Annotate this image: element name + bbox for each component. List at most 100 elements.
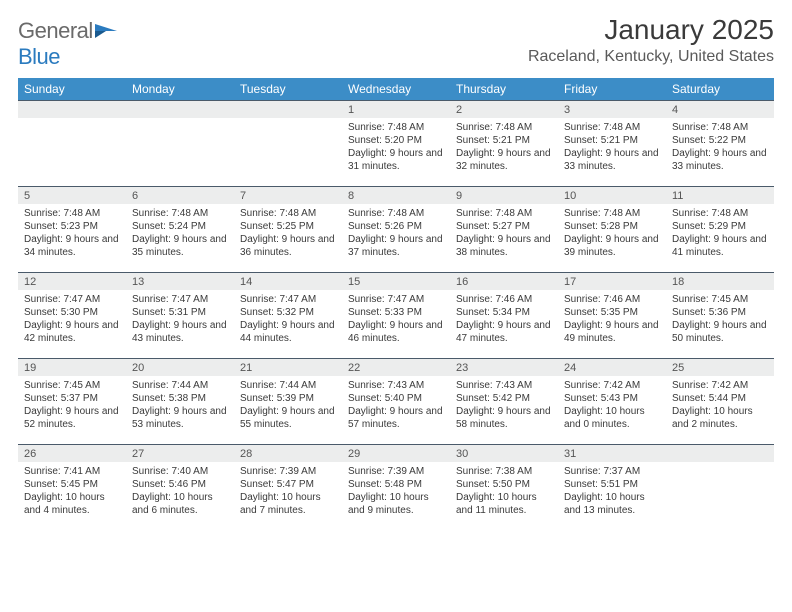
calendar-day-cell: 16Sunrise: 7:46 AMSunset: 5:34 PMDayligh… bbox=[450, 272, 558, 358]
daylight-line: Daylight: 9 hours and 35 minutes. bbox=[132, 233, 228, 259]
daylight-line: Daylight: 9 hours and 44 minutes. bbox=[240, 319, 336, 345]
day-details: Sunrise: 7:43 AMSunset: 5:42 PMDaylight:… bbox=[450, 376, 558, 435]
day-number-strip: 10 bbox=[558, 186, 666, 204]
day-number-strip: 17 bbox=[558, 272, 666, 290]
day-details: Sunrise: 7:47 AMSunset: 5:32 PMDaylight:… bbox=[234, 290, 342, 349]
calendar-day-cell: 29Sunrise: 7:39 AMSunset: 5:48 PMDayligh… bbox=[342, 444, 450, 530]
daylight-line: Daylight: 9 hours and 32 minutes. bbox=[456, 147, 552, 173]
day-details: Sunrise: 7:37 AMSunset: 5:51 PMDaylight:… bbox=[558, 462, 666, 521]
daylight-line: Daylight: 9 hours and 53 minutes. bbox=[132, 405, 228, 431]
calendar-day-cell: 23Sunrise: 7:43 AMSunset: 5:42 PMDayligh… bbox=[450, 358, 558, 444]
day-details: Sunrise: 7:48 AMSunset: 5:21 PMDaylight:… bbox=[450, 118, 558, 177]
sunrise-line: Sunrise: 7:43 AM bbox=[456, 379, 552, 392]
sunrise-line: Sunrise: 7:48 AM bbox=[672, 207, 768, 220]
day-details: Sunrise: 7:41 AMSunset: 5:45 PMDaylight:… bbox=[18, 462, 126, 521]
sunrise-line: Sunrise: 7:46 AM bbox=[456, 293, 552, 306]
sunset-line: Sunset: 5:28 PM bbox=[564, 220, 660, 233]
day-details: Sunrise: 7:47 AMSunset: 5:30 PMDaylight:… bbox=[18, 290, 126, 349]
logo: GeneralBlue bbox=[18, 18, 117, 70]
daylight-line: Daylight: 9 hours and 49 minutes. bbox=[564, 319, 660, 345]
day-details: Sunrise: 7:47 AMSunset: 5:31 PMDaylight:… bbox=[126, 290, 234, 349]
day-details: Sunrise: 7:46 AMSunset: 5:35 PMDaylight:… bbox=[558, 290, 666, 349]
day-details: Sunrise: 7:42 AMSunset: 5:43 PMDaylight:… bbox=[558, 376, 666, 435]
daylight-line: Daylight: 9 hours and 36 minutes. bbox=[240, 233, 336, 259]
sunrise-line: Sunrise: 7:44 AM bbox=[240, 379, 336, 392]
sunset-line: Sunset: 5:24 PM bbox=[132, 220, 228, 233]
day-number-strip: 27 bbox=[126, 444, 234, 462]
sunrise-line: Sunrise: 7:42 AM bbox=[672, 379, 768, 392]
day-number-strip: 20 bbox=[126, 358, 234, 376]
sunrise-line: Sunrise: 7:38 AM bbox=[456, 465, 552, 478]
sunrise-line: Sunrise: 7:42 AM bbox=[564, 379, 660, 392]
day-number-strip: 9 bbox=[450, 186, 558, 204]
day-number-strip bbox=[234, 100, 342, 118]
day-details: Sunrise: 7:43 AMSunset: 5:40 PMDaylight:… bbox=[342, 376, 450, 435]
calendar-day-cell: 24Sunrise: 7:42 AMSunset: 5:43 PMDayligh… bbox=[558, 358, 666, 444]
calendar-day-cell bbox=[126, 100, 234, 186]
calendar-day-cell bbox=[18, 100, 126, 186]
daylight-line: Daylight: 9 hours and 33 minutes. bbox=[564, 147, 660, 173]
weekday-header: Sunday bbox=[18, 78, 126, 100]
sunrise-line: Sunrise: 7:48 AM bbox=[132, 207, 228, 220]
sunset-line: Sunset: 5:46 PM bbox=[132, 478, 228, 491]
calendar-day-cell: 19Sunrise: 7:45 AMSunset: 5:37 PMDayligh… bbox=[18, 358, 126, 444]
daylight-line: Daylight: 9 hours and 52 minutes. bbox=[24, 405, 120, 431]
calendar-day-cell: 31Sunrise: 7:37 AMSunset: 5:51 PMDayligh… bbox=[558, 444, 666, 530]
calendar-day-cell: 22Sunrise: 7:43 AMSunset: 5:40 PMDayligh… bbox=[342, 358, 450, 444]
sunset-line: Sunset: 5:43 PM bbox=[564, 392, 660, 405]
calendar-day-cell: 7Sunrise: 7:48 AMSunset: 5:25 PMDaylight… bbox=[234, 186, 342, 272]
sunrise-line: Sunrise: 7:48 AM bbox=[456, 207, 552, 220]
calendar-day-cell: 8Sunrise: 7:48 AMSunset: 5:26 PMDaylight… bbox=[342, 186, 450, 272]
page-title: January 2025 bbox=[528, 14, 774, 46]
sunset-line: Sunset: 5:36 PM bbox=[672, 306, 768, 319]
calendar-day-cell: 2Sunrise: 7:48 AMSunset: 5:21 PMDaylight… bbox=[450, 100, 558, 186]
daylight-line: Daylight: 9 hours and 31 minutes. bbox=[348, 147, 444, 173]
sunrise-line: Sunrise: 7:48 AM bbox=[456, 121, 552, 134]
day-number-strip bbox=[18, 100, 126, 118]
sunset-line: Sunset: 5:39 PM bbox=[240, 392, 336, 405]
day-details: Sunrise: 7:44 AMSunset: 5:38 PMDaylight:… bbox=[126, 376, 234, 435]
calendar-day-cell: 9Sunrise: 7:48 AMSunset: 5:27 PMDaylight… bbox=[450, 186, 558, 272]
day-details: Sunrise: 7:46 AMSunset: 5:34 PMDaylight:… bbox=[450, 290, 558, 349]
day-details: Sunrise: 7:48 AMSunset: 5:29 PMDaylight:… bbox=[666, 204, 774, 263]
sunrise-line: Sunrise: 7:47 AM bbox=[132, 293, 228, 306]
calendar-body: 1Sunrise: 7:48 AMSunset: 5:20 PMDaylight… bbox=[18, 100, 774, 530]
sunrise-line: Sunrise: 7:45 AM bbox=[24, 379, 120, 392]
day-number-strip: 1 bbox=[342, 100, 450, 118]
sunrise-line: Sunrise: 7:41 AM bbox=[24, 465, 120, 478]
sunset-line: Sunset: 5:35 PM bbox=[564, 306, 660, 319]
calendar-day-cell: 30Sunrise: 7:38 AMSunset: 5:50 PMDayligh… bbox=[450, 444, 558, 530]
day-number-strip: 8 bbox=[342, 186, 450, 204]
calendar-day-cell bbox=[666, 444, 774, 530]
weekday-header: Saturday bbox=[666, 78, 774, 100]
sunrise-line: Sunrise: 7:48 AM bbox=[240, 207, 336, 220]
sunset-line: Sunset: 5:47 PM bbox=[240, 478, 336, 491]
day-details: Sunrise: 7:48 AMSunset: 5:20 PMDaylight:… bbox=[342, 118, 450, 177]
daylight-line: Daylight: 9 hours and 41 minutes. bbox=[672, 233, 768, 259]
day-number-strip: 18 bbox=[666, 272, 774, 290]
day-details: Sunrise: 7:45 AMSunset: 5:37 PMDaylight:… bbox=[18, 376, 126, 435]
day-number-strip: 25 bbox=[666, 358, 774, 376]
day-number-strip: 29 bbox=[342, 444, 450, 462]
day-number-strip bbox=[126, 100, 234, 118]
logo-word-general: General bbox=[18, 18, 93, 43]
day-details: Sunrise: 7:42 AMSunset: 5:44 PMDaylight:… bbox=[666, 376, 774, 435]
daylight-line: Daylight: 10 hours and 11 minutes. bbox=[456, 491, 552, 517]
day-number-strip bbox=[666, 444, 774, 462]
day-number-strip: 13 bbox=[126, 272, 234, 290]
day-number-strip: 24 bbox=[558, 358, 666, 376]
daylight-line: Daylight: 10 hours and 13 minutes. bbox=[564, 491, 660, 517]
day-details: Sunrise: 7:44 AMSunset: 5:39 PMDaylight:… bbox=[234, 376, 342, 435]
calendar-day-cell: 15Sunrise: 7:47 AMSunset: 5:33 PMDayligh… bbox=[342, 272, 450, 358]
weekday-header-row: SundayMondayTuesdayWednesdayThursdayFrid… bbox=[18, 78, 774, 100]
day-number-strip: 30 bbox=[450, 444, 558, 462]
daylight-line: Daylight: 9 hours and 57 minutes. bbox=[348, 405, 444, 431]
day-details: Sunrise: 7:48 AMSunset: 5:25 PMDaylight:… bbox=[234, 204, 342, 263]
sunrise-line: Sunrise: 7:45 AM bbox=[672, 293, 768, 306]
sunrise-line: Sunrise: 7:47 AM bbox=[240, 293, 336, 306]
daylight-line: Daylight: 9 hours and 42 minutes. bbox=[24, 319, 120, 345]
day-number-strip: 16 bbox=[450, 272, 558, 290]
day-details: Sunrise: 7:47 AMSunset: 5:33 PMDaylight:… bbox=[342, 290, 450, 349]
sunrise-line: Sunrise: 7:39 AM bbox=[348, 465, 444, 478]
sunset-line: Sunset: 5:22 PM bbox=[672, 134, 768, 147]
